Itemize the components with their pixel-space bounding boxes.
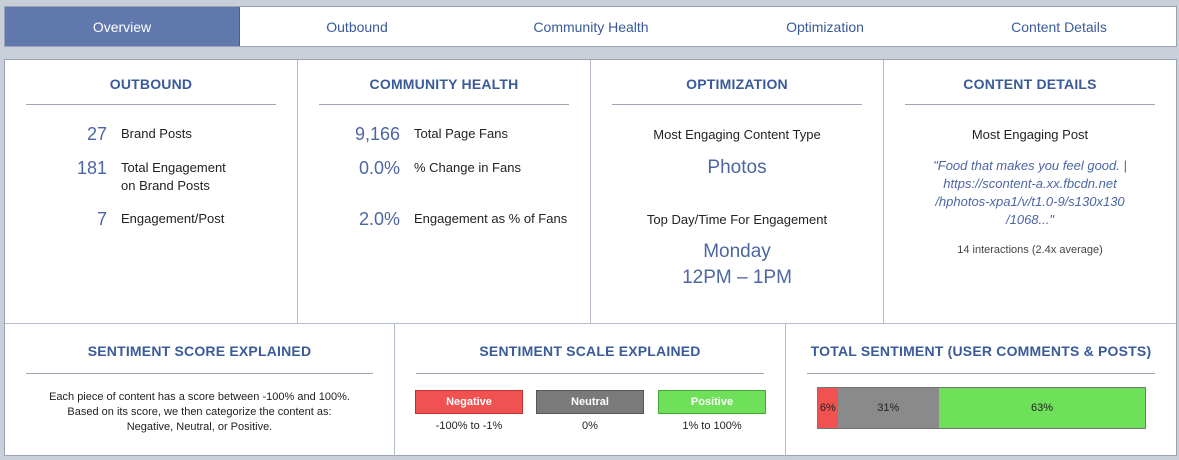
stat-label-line: Total Engagement (121, 160, 226, 175)
quote-line: "Food that makes you feel good. | (933, 158, 1127, 173)
brand-posts-stat: 27 Brand Posts (5, 124, 192, 144)
divider (905, 104, 1155, 105)
neutral-segment: 31% (837, 388, 939, 428)
tab-bar: Overview Outbound Community Health Optim… (4, 6, 1177, 47)
explain-line: Each piece of content has a score betwee… (49, 391, 350, 403)
community-health-card: COMMUNITY HEALTH 9,166 Total Page Fans 0… (298, 60, 591, 323)
top-time-label: Top Day/Time For Engagement (646, 212, 828, 227)
positive-segment: 63% (938, 388, 1145, 428)
divider (26, 373, 373, 374)
positive-scale-range: 1% to 100% (682, 420, 742, 432)
content-details-title: CONTENT DETAILS (963, 76, 1097, 92)
stat-value: 2.0% (358, 209, 400, 229)
stat-value: 27 (86, 124, 107, 144)
divider (416, 373, 764, 374)
engagement-per-post-stat: 7 Engagement/Post (5, 209, 224, 229)
interactions-count: 14 interactions (2.4x average) (957, 244, 1103, 256)
tab-community-health[interactable]: Community Health (533, 18, 649, 35)
outbound-card: OUTBOUND 27 Brand Posts 181 Total Engage… (5, 60, 298, 323)
stat-label: Engagement/Post (121, 211, 225, 226)
quote-line: https://scontent-a.xx.fbcdn.net (943, 176, 1117, 191)
explain-line: Negative, Neutral, or Positive. (126, 421, 273, 433)
optimization-title: OPTIMIZATION (686, 76, 788, 92)
stat-label-line: on Brand Posts (121, 178, 210, 193)
content-details-card: CONTENT DETAILS Most Engaging Post "Food… (884, 60, 1176, 323)
tab-content-details[interactable]: Content Details (1011, 18, 1107, 35)
content-type-value: Photos (707, 157, 767, 178)
explain-line: Based on its score, we then categorize t… (67, 406, 332, 418)
tab-overview[interactable]: Overview (5, 7, 240, 46)
most-engaging-post-label: Most Engaging Post (971, 127, 1089, 142)
content-type-label: Most Engaging Content Type (653, 127, 821, 142)
quote-line: /1068..." (1006, 212, 1054, 227)
total-sentiment-bar: 6% 31% 63% (817, 387, 1146, 429)
negative-scale-range: -100% to -1% (435, 420, 503, 432)
engagement-pct-fans-stat: 2.0% Engagement as % of Fans (298, 209, 567, 229)
total-sentiment-title: TOTAL SENTIMENT (USER COMMENTS & POSTS) (810, 343, 1152, 359)
positive-scale-box: Positive (658, 390, 766, 414)
stat-label: Total Engagement on Brand Posts (121, 158, 226, 195)
sentiment-score-title: SENTIMENT SCORE EXPLAINED (87, 343, 312, 359)
outbound-title: OUTBOUND (109, 76, 193, 92)
stat-value: 9,166 (354, 124, 400, 144)
top-day-value: Monday (703, 241, 771, 262)
sentiment-score-text: Each piece of content has a score betwee… (5, 390, 394, 435)
tab-optimization[interactable]: Optimization (786, 18, 864, 35)
divider (319, 104, 569, 105)
stat-label: % Change in Fans (414, 160, 521, 175)
neutral-scale-range: 0% (582, 420, 598, 432)
tab-outbound[interactable]: Outbound (326, 18, 388, 35)
community-health-title: COMMUNITY HEALTH (369, 76, 519, 92)
top-time-value: 12PM – 1PM (682, 267, 792, 288)
most-engaging-post-quote[interactable]: "Food that makes you feel good. | https:… (884, 157, 1176, 229)
optimization-card: OPTIMIZATION Most Engaging Content Type … (591, 60, 884, 323)
stat-label: Brand Posts (121, 126, 192, 141)
stat-value: 7 (96, 209, 107, 229)
sentiment-score-card: SENTIMENT SCORE EXPLAINED Each piece of … (5, 324, 395, 457)
change-in-fans-stat: 0.0% % Change in Fans (298, 158, 521, 178)
sentiment-scale-card: SENTIMENT SCALE EXPLAINED Negative -100%… (395, 324, 786, 457)
stat-value: 0.0% (358, 158, 400, 178)
stat-label: Engagement as % of Fans (414, 211, 568, 226)
sentiment-scale-title: SENTIMENT SCALE EXPLAINED (479, 343, 701, 359)
negative-scale-box: Negative (415, 390, 523, 414)
total-page-fans-stat: 9,166 Total Page Fans (298, 124, 508, 144)
negative-segment: 6% (818, 388, 838, 428)
total-engagement-stat: 181 Total Engagement on Brand Posts (5, 158, 226, 195)
stat-value: 181 (76, 158, 107, 178)
neutral-scale-box: Neutral (536, 390, 644, 414)
divider (26, 104, 276, 105)
overview-panel: OUTBOUND 27 Brand Posts 181 Total Engage… (4, 59, 1177, 457)
quote-line: /hphotos-xpa1/v/t1.0-9/s130x130 (935, 194, 1125, 209)
divider (807, 373, 1155, 374)
metrics-row: OUTBOUND 27 Brand Posts 181 Total Engage… (5, 60, 1176, 324)
sentiment-row: SENTIMENT SCORE EXPLAINED Each piece of … (5, 324, 1176, 457)
divider (612, 104, 862, 105)
total-sentiment-card: TOTAL SENTIMENT (USER COMMENTS & POSTS) … (786, 324, 1176, 457)
stat-label: Total Page Fans (414, 126, 508, 141)
